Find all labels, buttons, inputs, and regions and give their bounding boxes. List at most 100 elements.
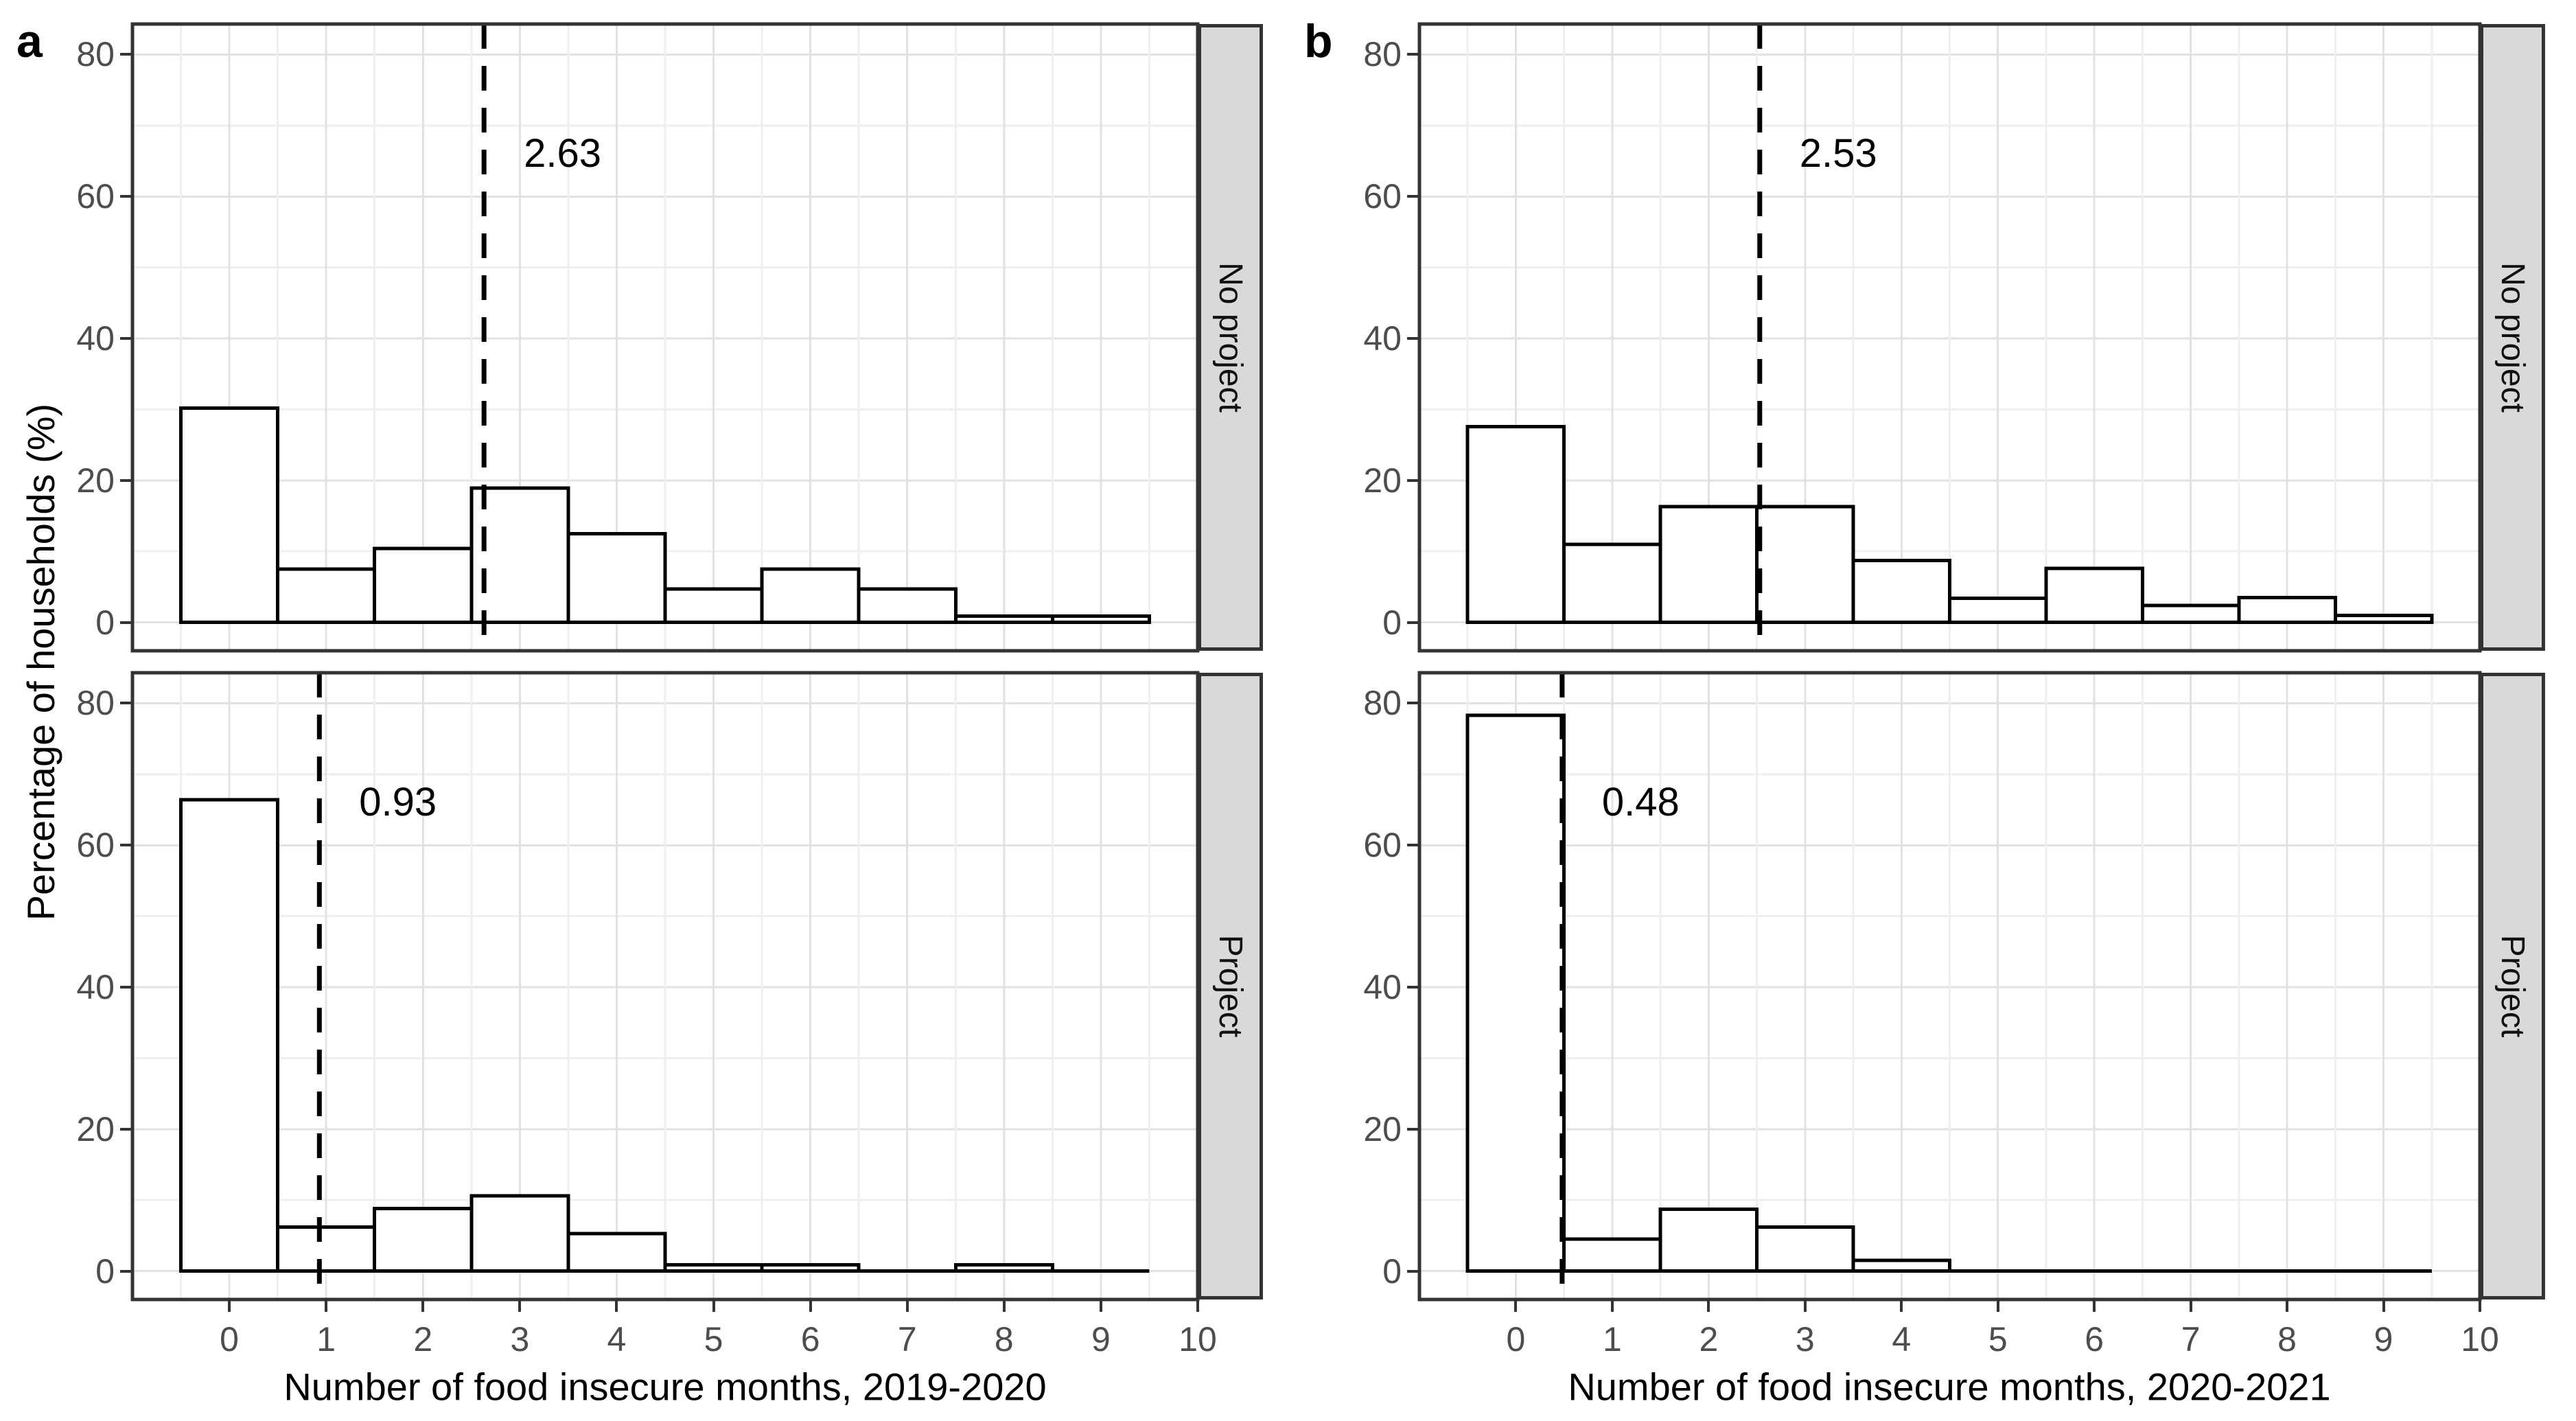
y-tick-mark — [120, 337, 132, 340]
histogram-bar — [1755, 505, 1855, 625]
y-tick-mark — [120, 1127, 132, 1131]
y-tick-label: 0 — [1382, 603, 1402, 642]
y-tick-mark — [1407, 478, 1419, 482]
y-tick-mark — [1407, 337, 1419, 340]
x-tick-label: 9 — [1091, 1320, 1111, 1359]
x-axis-title-a: Number of food insecure months, 2019-202… — [283, 1365, 1047, 1409]
y-tick-label: 80 — [76, 35, 115, 74]
y-tick-mark — [1407, 621, 1419, 624]
y-tick-mark — [120, 986, 132, 989]
y-tick-mark — [120, 195, 132, 198]
histogram-bar — [1658, 1208, 1759, 1273]
facet-strip: Project — [2480, 673, 2545, 1299]
y-tick-mark — [1407, 986, 1419, 989]
x-tick-mark — [615, 1299, 618, 1312]
y-tick-mark — [1407, 195, 1419, 198]
histogram-bar — [373, 1207, 474, 1273]
facet-strip-label: No project — [2494, 262, 2531, 413]
y-tick-label: 40 — [1363, 968, 1402, 1007]
x-tick-mark — [1610, 1299, 1614, 1312]
x-tick-label: 9 — [2374, 1320, 2393, 1359]
x-tick-label: 0 — [1506, 1320, 1526, 1359]
y-tick-label: 0 — [1382, 1251, 1402, 1291]
x-tick-mark — [1707, 1299, 1710, 1312]
histogram-bar — [373, 546, 474, 625]
x-tick-label: 10 — [2461, 1320, 2499, 1359]
x-tick-label: 5 — [1988, 1320, 2008, 1359]
y-tick-label: 40 — [76, 319, 115, 358]
y-tick-label: 60 — [76, 177, 115, 216]
y-tick-mark — [1407, 53, 1419, 56]
mean-value-label: 0.48 — [1601, 780, 1680, 825]
x-tick-label: 8 — [994, 1320, 1014, 1359]
facet-strip: No project — [2480, 24, 2545, 651]
plot-panel-b-1 — [1417, 671, 2482, 1302]
x-tick-mark — [1900, 1299, 1903, 1312]
x-tick-mark — [518, 1299, 522, 1312]
plot-panel-b-0 — [1417, 22, 2482, 653]
x-tick-mark — [2093, 1299, 2096, 1312]
plot-panel-a-0 — [130, 22, 1200, 653]
panel-letter-b: b — [1304, 15, 1333, 67]
x-tick-mark — [1099, 1299, 1102, 1312]
x-tick-mark — [712, 1299, 715, 1312]
mean-value-label: 0.93 — [359, 780, 437, 825]
histogram-bar — [663, 587, 764, 625]
y-tick-label: 20 — [1363, 1109, 1402, 1148]
x-tick-label: 4 — [1892, 1320, 1912, 1359]
y-tick-label: 80 — [76, 684, 115, 723]
plot-panel-a-1 — [130, 671, 1200, 1302]
x-tick-mark — [1002, 1299, 1006, 1312]
x-tick-label: 7 — [2181, 1320, 2201, 1359]
x-tick-mark — [1996, 1299, 1999, 1312]
y-tick-label: 40 — [76, 968, 115, 1007]
histogram-bar — [1562, 1237, 1662, 1273]
histogram-bar — [469, 486, 570, 625]
x-tick-mark — [2286, 1299, 2289, 1312]
histogram-bar — [566, 1232, 667, 1273]
x-tick-label: 7 — [897, 1320, 917, 1359]
y-tick-label: 20 — [76, 1109, 115, 1148]
histogram-bar — [1948, 596, 2048, 625]
histogram-bar — [1465, 713, 1566, 1273]
y-tick-label: 60 — [1363, 826, 1402, 865]
y-tick-label: 60 — [76, 826, 115, 865]
facet-strip-label: No project — [1212, 262, 1249, 413]
y-tick-mark — [120, 621, 132, 624]
histogram-bar — [2237, 595, 2337, 625]
x-tick-label: 1 — [1603, 1320, 1622, 1359]
histogram-bar — [179, 406, 280, 625]
mean-value-label: 2.53 — [1799, 131, 1877, 176]
y-tick-mark — [1407, 844, 1419, 847]
histogram-bar — [179, 798, 280, 1273]
x-tick-mark — [325, 1299, 328, 1312]
x-tick-label: 0 — [220, 1320, 239, 1359]
x-tick-label: 3 — [510, 1320, 530, 1359]
y-tick-label: 20 — [76, 461, 115, 500]
x-tick-mark — [1803, 1299, 1807, 1312]
panel-letter-a: a — [16, 15, 43, 67]
x-tick-mark — [228, 1299, 231, 1312]
x-tick-label: 1 — [316, 1320, 336, 1359]
y-tick-mark — [1407, 1269, 1419, 1273]
y-tick-mark — [1407, 702, 1419, 705]
y-tick-mark — [120, 1269, 132, 1273]
y-tick-mark — [120, 844, 132, 847]
y-tick-label: 60 — [1363, 177, 1402, 216]
x-tick-label: 6 — [800, 1320, 820, 1359]
x-tick-label: 10 — [1179, 1320, 1217, 1359]
x-axis-title-b: Number of food insecure months, 2020-202… — [1568, 1365, 2331, 1409]
facet-strip-label: Project — [1212, 934, 1249, 1038]
facet-strip: No project — [1198, 24, 1263, 651]
x-tick-mark — [2479, 1299, 2481, 1312]
y-tick-label: 40 — [1363, 319, 1402, 358]
histogram-bar — [1658, 505, 1759, 625]
y-tick-label: 0 — [95, 1251, 115, 1291]
x-tick-label: 5 — [704, 1320, 723, 1359]
x-tick-label: 6 — [2085, 1320, 2104, 1359]
histogram-bar — [1465, 424, 1566, 625]
histogram-bar — [760, 567, 861, 625]
histogram-bar — [2140, 603, 2241, 625]
histogram-bar — [2044, 566, 2144, 625]
